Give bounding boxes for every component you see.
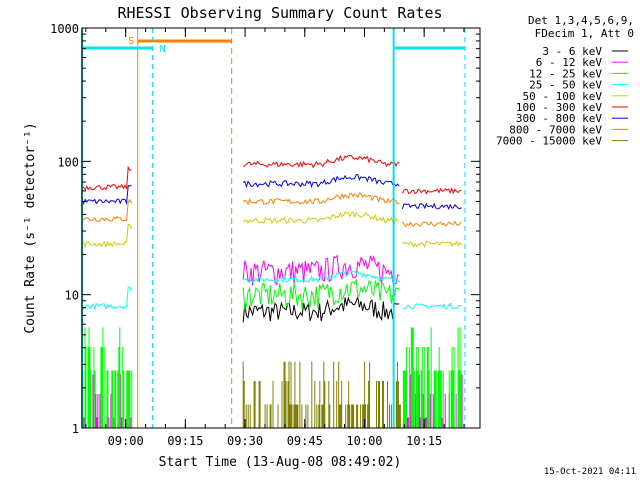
x-tick-label: 09:15 <box>167 434 203 448</box>
y-tick-label: 100 <box>57 155 79 169</box>
series-line-6-c <box>401 202 462 210</box>
legend-header-line-2: FDecim 1, Att 0 <box>535 27 634 40</box>
saa-label: S <box>128 36 134 47</box>
series-line-5-c <box>401 186 462 195</box>
legend-header-line-1: Det 1,3,4,5,6,9, <box>528 14 634 27</box>
legend-label: 6 - 12 keV <box>536 56 603 69</box>
series-line-4-b <box>242 211 400 225</box>
legend-label: 100 - 300 keV <box>516 101 602 114</box>
series-line-6-b <box>242 174 400 189</box>
x-tick-label: 10:15 <box>406 434 442 448</box>
legend-label: 50 - 100 keV <box>523 90 603 103</box>
series-line-7-b <box>242 192 400 206</box>
legend-label: 7000 - 15000 keV <box>496 135 602 148</box>
legend-label: 25 - 50 keV <box>529 79 602 92</box>
series-line-2-b <box>242 279 400 312</box>
x-tick-label: 09:45 <box>287 434 323 448</box>
series-line-4-c <box>402 240 462 248</box>
night-label: N <box>160 44 166 55</box>
series-line-3-a <box>81 286 132 311</box>
chart-title: RHESSI Observing Summary Count Rates <box>117 4 442 22</box>
y-tick-label: 1 <box>72 422 79 436</box>
series-line-7-c <box>401 220 462 228</box>
series-line-6-a <box>81 184 132 206</box>
series-line-8-b8 <box>242 361 401 428</box>
y-tick-label: 10 <box>65 289 79 303</box>
axes-layer: 1 10 100 1000 09:00 09:15 09:30 09:45 10:00 10:15 <box>50 22 480 448</box>
y-axis-label: Count Rate (s⁻¹ detector⁻¹) <box>23 122 38 333</box>
legend: Det 1,3,4,5,6,9, FDecim 1, Att 0 3 - 6 k… <box>496 14 634 148</box>
series-line-2-c <box>402 327 462 428</box>
series-line-4-a <box>81 223 132 249</box>
y-tick-label: 1000 <box>50 22 79 36</box>
x-tick-label: 10:00 <box>346 434 382 448</box>
x-tick-label: 09:30 <box>227 434 263 448</box>
legend-label: 300 - 800 keV <box>516 112 602 125</box>
x-axis-label: Start Time (13-Aug-08 08:49:02) <box>159 455 402 470</box>
x-tick-label: 09:00 <box>108 434 144 448</box>
legend-label: 12 - 25 keV <box>529 67 602 80</box>
series-line-5-b <box>242 154 400 169</box>
series-line-1-b <box>242 254 400 286</box>
timestamp: 15-Oct-2021 04:11 <box>544 467 636 477</box>
series-line-7-a <box>81 198 132 222</box>
series-line-3-c <box>402 302 462 310</box>
plot-frame <box>81 27 481 429</box>
series-line-5-a <box>81 165 132 191</box>
series-line-0-b <box>242 296 400 323</box>
legend-label: 3 - 6 keV <box>542 45 602 58</box>
series-line-3-b <box>242 269 400 284</box>
legend-label: 800 - 7000 keV <box>509 123 602 136</box>
